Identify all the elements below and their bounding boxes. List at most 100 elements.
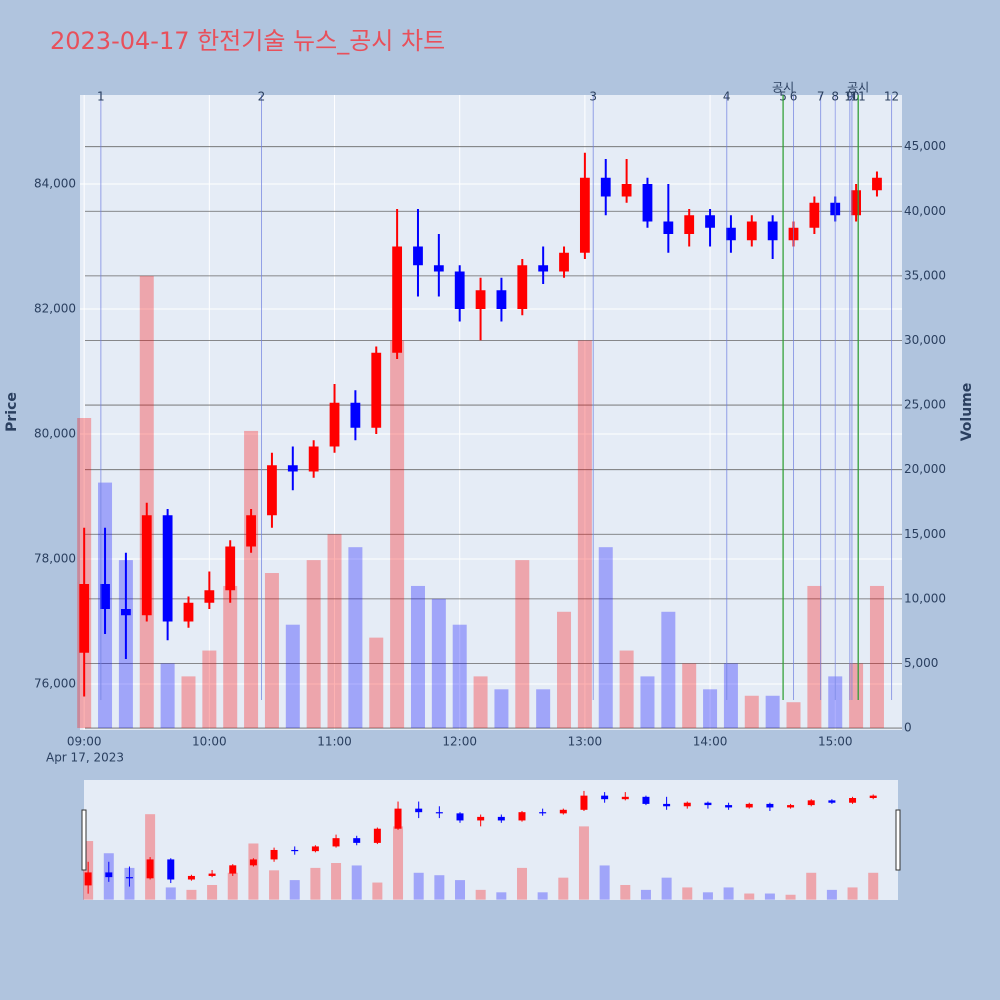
volume-bar — [661, 611, 676, 729]
volume-bar — [557, 611, 572, 729]
volume-bar — [264, 573, 279, 729]
mini-candle-body — [580, 795, 588, 810]
mini-candle-body — [663, 803, 671, 807]
volume-bar — [473, 676, 488, 729]
volume-bar — [703, 689, 718, 729]
candle-body — [120, 609, 131, 616]
volume-bar — [452, 624, 467, 729]
mini-volume-bar — [702, 892, 713, 900]
mini-candle-body — [601, 795, 609, 800]
candle-body — [642, 184, 653, 222]
mini-volume-bar — [516, 867, 527, 900]
mini-candle-body — [642, 796, 650, 804]
mini-candle-body — [745, 803, 753, 808]
mini-candle-body — [146, 859, 154, 879]
chart-title: 2023-04-17 한전기술 뉴스_공시 차트 — [50, 27, 445, 55]
news-label: 3 — [589, 90, 597, 104]
volume-bar — [306, 560, 321, 729]
mini-volume-bar — [847, 887, 858, 900]
volume-bar — [577, 340, 592, 729]
mini-volume-bar — [434, 875, 445, 900]
mini-candle-body — [766, 803, 774, 808]
volume-bar — [285, 624, 300, 729]
volume-bar — [202, 650, 217, 729]
y2-tick-label: 25,000 — [904, 398, 946, 412]
x-tick-label: 13:00 — [568, 735, 603, 749]
candle-body — [162, 515, 173, 622]
range-slider[interactable] — [84, 780, 898, 900]
mini-candle-body — [208, 873, 216, 876]
candle-body — [100, 584, 110, 609]
y2-tick-label: 15,000 — [904, 527, 946, 541]
candle-body — [475, 290, 486, 309]
y-tick-label: 78,000 — [34, 552, 76, 566]
mini-volume-bar — [227, 872, 238, 900]
candle-body — [621, 184, 632, 197]
mini-volume-bar — [640, 889, 651, 900]
volume-bar — [807, 585, 822, 729]
mini-volume-bar — [475, 889, 486, 900]
candle-body — [872, 177, 882, 191]
volume-bar — [390, 340, 405, 729]
mini-volume-bar — [764, 893, 775, 900]
mini-volume-bar — [868, 872, 879, 900]
mini-volume-bar — [413, 872, 424, 900]
mini-volume-bar — [620, 884, 631, 900]
candle-body — [496, 290, 507, 309]
candle-body — [204, 590, 215, 603]
y2-tick-label: 10,000 — [904, 591, 946, 605]
x-tick-label: 11:00 — [317, 735, 352, 749]
slider-handle[interactable] — [81, 809, 87, 871]
candle-body — [329, 402, 340, 447]
news-label: 7 — [817, 90, 825, 104]
news-label: 8 — [831, 90, 839, 104]
y2-axis-title: Volume — [959, 383, 975, 442]
volume-bar — [515, 560, 530, 729]
news-label: 6 — [790, 90, 798, 104]
mini-candle-body — [291, 849, 299, 852]
candle-body — [287, 465, 298, 472]
mini-candle-body — [435, 812, 443, 814]
mini-candle-body — [477, 816, 485, 821]
mini-volume-bar — [558, 877, 569, 900]
volume-bar — [431, 598, 446, 729]
candle-body — [538, 265, 549, 272]
candle-body — [600, 177, 611, 197]
mini-candle-body — [828, 800, 836, 803]
candle-body — [413, 246, 423, 266]
mini-volume-bar — [578, 826, 589, 900]
mini-candle-body — [539, 812, 547, 814]
x-tick-label: 10:00 — [192, 735, 227, 749]
candle-body — [559, 252, 569, 272]
x-tick-label: 12:00 — [442, 735, 477, 749]
mini-candle-body — [456, 813, 464, 821]
mini-volume-bar — [723, 887, 734, 900]
news-label: 1 — [97, 90, 105, 104]
volume-bar — [494, 689, 509, 729]
slider-handle[interactable] — [895, 809, 901, 871]
mini-volume-bar — [289, 880, 300, 900]
volume-bar — [598, 547, 613, 729]
mini-volume-bar — [826, 889, 837, 900]
mini-volume-bar — [186, 889, 197, 900]
mini-candle-body — [394, 808, 402, 829]
mini-candle-body — [787, 805, 795, 808]
mini-volume-bar — [248, 843, 259, 900]
y-tick-label: 84,000 — [34, 177, 76, 191]
disclosure-label: 공시 — [847, 81, 869, 95]
news-label: 9 — [846, 90, 854, 104]
mini-candle-body — [105, 872, 113, 878]
plot-area — [80, 95, 902, 730]
y-tick-label: 80,000 — [34, 427, 76, 441]
volume-bar — [369, 637, 384, 729]
candle-body — [663, 221, 674, 234]
mini-candle-body — [84, 872, 92, 886]
mini-volume-bar — [393, 826, 404, 900]
news-label: 4 — [723, 90, 731, 104]
mini-candle-body — [373, 828, 381, 843]
x-tick-label: 09:00 — [67, 735, 102, 749]
mini-candle-body — [683, 802, 691, 807]
news-label: 10 — [844, 90, 859, 104]
candle-body — [225, 546, 236, 591]
